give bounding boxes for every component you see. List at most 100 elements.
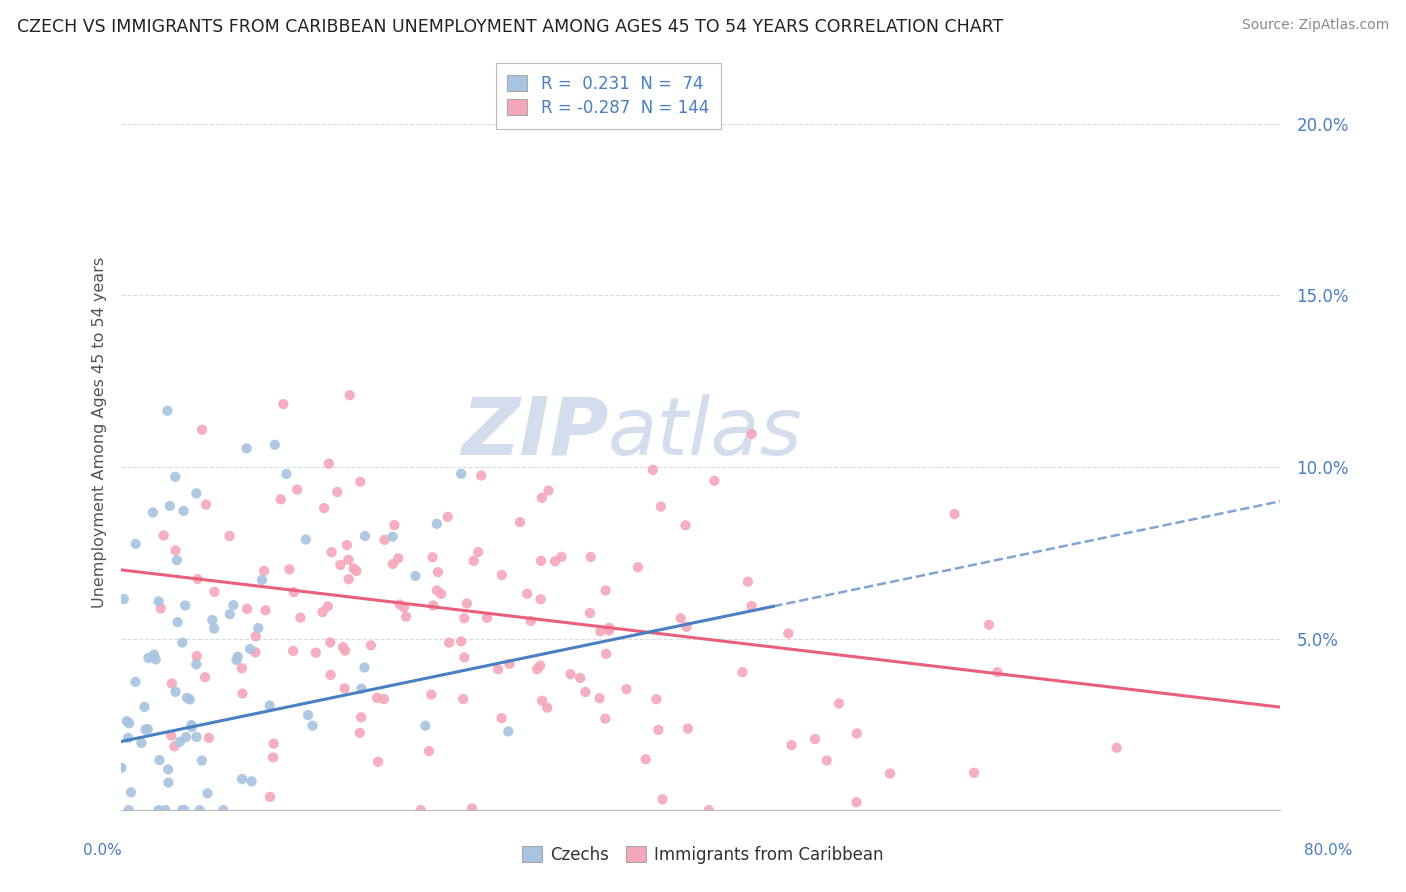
Point bbox=[593, 712, 616, 726]
Point bbox=[463, 554, 485, 568]
Y-axis label: Unemployment Among Ages 45 to 54 years: Unemployment Among Ages 45 to 54 years bbox=[93, 257, 107, 608]
Point bbox=[172, 803, 194, 817]
Point bbox=[388, 598, 411, 612]
Point bbox=[804, 731, 827, 746]
Point bbox=[498, 724, 520, 739]
Point bbox=[165, 470, 187, 484]
Point bbox=[263, 737, 285, 751]
Point bbox=[530, 554, 553, 568]
Point bbox=[381, 530, 404, 544]
Point bbox=[157, 763, 180, 777]
Point bbox=[326, 485, 349, 500]
Point bbox=[321, 545, 343, 559]
Point bbox=[467, 545, 489, 559]
Point bbox=[339, 388, 361, 402]
Point bbox=[350, 681, 373, 696]
Point bbox=[222, 598, 245, 612]
Point bbox=[349, 726, 371, 740]
Point bbox=[149, 601, 172, 615]
Point bbox=[194, 498, 217, 512]
Point bbox=[418, 744, 440, 758]
Point bbox=[131, 736, 153, 750]
Point bbox=[426, 583, 449, 598]
Point bbox=[845, 795, 868, 809]
Point bbox=[366, 690, 388, 705]
Point bbox=[569, 671, 592, 685]
Point bbox=[373, 692, 395, 706]
Point bbox=[647, 723, 669, 737]
Point bbox=[395, 609, 418, 624]
Point bbox=[350, 710, 373, 724]
Point bbox=[156, 403, 179, 417]
Point bbox=[152, 528, 174, 542]
Point bbox=[239, 642, 262, 657]
Point bbox=[112, 592, 135, 607]
Point bbox=[531, 694, 554, 708]
Point bbox=[110, 761, 132, 775]
Point bbox=[344, 564, 367, 578]
Point bbox=[381, 557, 404, 571]
Point bbox=[148, 594, 170, 608]
Point bbox=[314, 501, 336, 516]
Point bbox=[616, 682, 638, 697]
Point bbox=[124, 674, 146, 689]
Point bbox=[780, 738, 803, 752]
Point bbox=[194, 670, 217, 684]
Point bbox=[598, 624, 620, 638]
Point bbox=[560, 667, 582, 681]
Point bbox=[392, 600, 415, 615]
Point bbox=[650, 500, 672, 514]
Point bbox=[262, 750, 284, 764]
Point bbox=[588, 691, 610, 706]
Point bbox=[669, 611, 692, 625]
Point bbox=[165, 685, 187, 699]
Point bbox=[294, 533, 316, 547]
Point bbox=[316, 599, 339, 614]
Point bbox=[1105, 740, 1128, 755]
Point bbox=[319, 635, 342, 649]
Point bbox=[360, 638, 382, 652]
Point bbox=[174, 730, 197, 744]
Point bbox=[486, 662, 509, 676]
Point bbox=[173, 803, 195, 817]
Point bbox=[191, 754, 214, 768]
Point bbox=[285, 483, 308, 497]
Point bbox=[333, 643, 356, 657]
Point bbox=[337, 553, 360, 567]
Point bbox=[589, 624, 612, 639]
Point bbox=[675, 518, 697, 533]
Point bbox=[212, 803, 235, 817]
Point bbox=[384, 518, 406, 533]
Point bbox=[231, 772, 253, 786]
Point bbox=[437, 635, 460, 649]
Point bbox=[349, 475, 371, 489]
Point bbox=[231, 661, 253, 675]
Point bbox=[135, 723, 157, 737]
Point bbox=[415, 719, 437, 733]
Point bbox=[186, 730, 208, 744]
Point bbox=[120, 785, 142, 799]
Point bbox=[451, 692, 474, 706]
Point bbox=[191, 423, 214, 437]
Point bbox=[354, 529, 377, 543]
Point bbox=[263, 438, 285, 452]
Point bbox=[160, 729, 183, 743]
Point bbox=[475, 611, 498, 625]
Legend: R =  0.231  N =  74, R = -0.287  N = 144: R = 0.231 N = 74, R = -0.287 N = 144 bbox=[495, 63, 720, 128]
Point bbox=[453, 611, 475, 625]
Point bbox=[173, 504, 195, 518]
Point bbox=[697, 803, 720, 817]
Point bbox=[509, 515, 531, 529]
Point bbox=[318, 457, 340, 471]
Point bbox=[450, 634, 472, 648]
Text: 0.0%: 0.0% bbox=[83, 843, 122, 858]
Point bbox=[179, 692, 201, 706]
Point bbox=[240, 774, 263, 789]
Point bbox=[145, 652, 167, 666]
Point bbox=[332, 640, 354, 655]
Point bbox=[595, 583, 617, 598]
Text: atlas: atlas bbox=[607, 393, 803, 472]
Point bbox=[943, 507, 966, 521]
Point bbox=[828, 697, 851, 711]
Point bbox=[536, 700, 558, 714]
